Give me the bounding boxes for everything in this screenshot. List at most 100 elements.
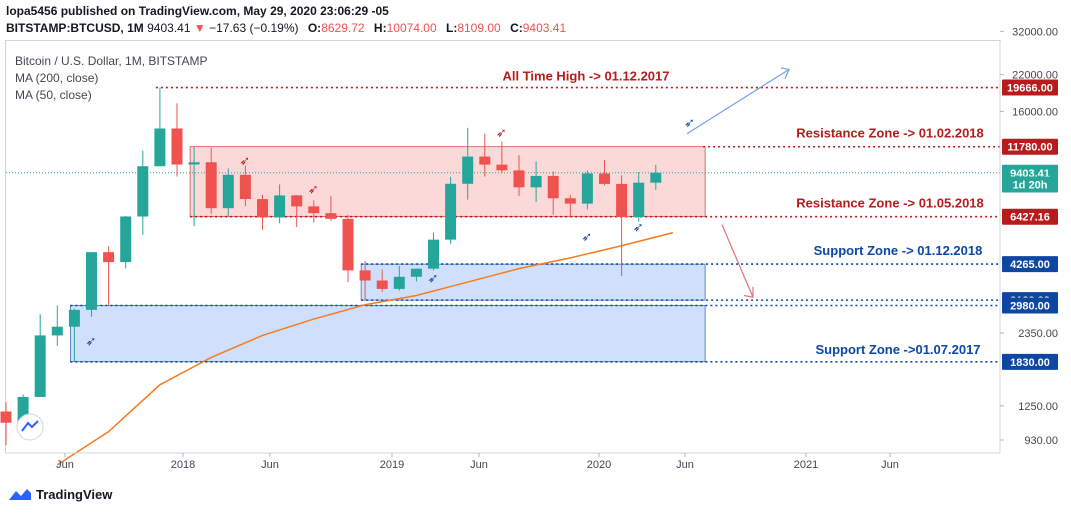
candle-body-28 bbox=[479, 156, 491, 165]
high-label: H: bbox=[373, 21, 387, 35]
published-info: lopa5456 published on TradingView.com, M… bbox=[6, 4, 389, 18]
watermark-badge-icon bbox=[16, 413, 44, 441]
candle-body-14 bbox=[239, 174, 251, 200]
candle-body-38 bbox=[650, 172, 662, 183]
candle-body-8 bbox=[137, 166, 149, 217]
candle-body-7 bbox=[120, 216, 132, 263]
price-tag-label: 4265.00 bbox=[1010, 259, 1050, 271]
price-tag bbox=[1002, 297, 1058, 314]
candle-body-21 bbox=[359, 270, 371, 281]
price-tag bbox=[1002, 176, 1058, 193]
candle-body-31 bbox=[530, 175, 542, 188]
x-tick-label: 2020 bbox=[587, 459, 611, 471]
rocket-icon: ➶ bbox=[496, 125, 507, 140]
price-tag-label: 2980.00 bbox=[1010, 301, 1050, 313]
low-label: L: bbox=[446, 21, 458, 35]
candle-body-17 bbox=[291, 195, 303, 207]
price-tag bbox=[1002, 353, 1058, 370]
price-tag-label: 11780.00 bbox=[1007, 142, 1052, 154]
legend-ma200[interactable]: MA (200, close) bbox=[15, 71, 99, 85]
price-change: −17.63 (−0.19%) bbox=[209, 21, 299, 35]
x-tick-label: Jun bbox=[881, 459, 899, 471]
down-arrow-line bbox=[721, 224, 754, 298]
candle-body-23 bbox=[393, 276, 405, 289]
zone-support-2017 bbox=[70, 305, 706, 363]
legend-title: Bitcoin / U.S. Dollar, 1M, BITSTAMP bbox=[15, 54, 208, 68]
candle-body-15 bbox=[257, 199, 268, 218]
candle-body-5 bbox=[86, 252, 97, 310]
price-tag-label: 1d 20h bbox=[1013, 179, 1048, 191]
y-tick-label: 930.00 bbox=[1024, 435, 1058, 447]
candle-body-4 bbox=[68, 309, 80, 327]
candle-body-30 bbox=[513, 170, 525, 188]
legend-ma50[interactable]: MA (50, close) bbox=[15, 88, 92, 102]
candle-body-25 bbox=[428, 239, 439, 269]
price-tag bbox=[1002, 208, 1058, 225]
price-tag-label: 6427.16 bbox=[1010, 212, 1050, 224]
price-tag-label: 19666.00 bbox=[1007, 83, 1053, 95]
y-tick-label: 2350.00 bbox=[1018, 328, 1058, 340]
annotation-label: Support Zone -> 01.12.2018 bbox=[814, 243, 983, 258]
chart-frame[interactable] bbox=[5, 40, 1001, 453]
open-value: 8629.72 bbox=[321, 21, 365, 35]
candle-body-2 bbox=[34, 335, 46, 397]
candle-body-29 bbox=[496, 164, 508, 171]
annotation-label: Support Zone ->01.07.2017 bbox=[815, 342, 980, 357]
candle-body-19 bbox=[325, 213, 337, 219]
candle-body-16 bbox=[274, 195, 286, 218]
ma50-line bbox=[56, 231, 674, 466]
low-value: 8109.00 bbox=[457, 21, 501, 35]
down-arrow-icon: ▼ bbox=[193, 21, 206, 35]
last-price: 9403.41 bbox=[147, 21, 191, 35]
candle-body-3 bbox=[51, 326, 63, 336]
x-tick-label: Jun bbox=[261, 459, 279, 471]
rocket-icon: ➶ bbox=[581, 229, 592, 244]
candle-body-6 bbox=[103, 252, 115, 263]
price-tag bbox=[1002, 256, 1058, 273]
annotation-label: Resistance Zone -> 01.02.2018 bbox=[796, 126, 984, 141]
price-tag bbox=[1002, 138, 1058, 155]
candle-body-0 bbox=[0, 411, 12, 423]
y-tick-label: 22000.00 bbox=[1012, 70, 1058, 82]
y-tick-label: 1250.00 bbox=[1018, 401, 1058, 413]
candle-body-24 bbox=[410, 268, 422, 277]
rocket-icon: ➶ bbox=[428, 270, 439, 285]
rocket-icon: ➶ bbox=[308, 182, 319, 197]
open-label: O: bbox=[307, 21, 322, 35]
rocket-icon: ➶ bbox=[86, 334, 97, 349]
candle-body-1 bbox=[17, 396, 29, 423]
y-tick-label: 44000.00 bbox=[1012, 0, 1058, 2]
y-tick-label: 32000.00 bbox=[1012, 26, 1058, 38]
x-tick-label: 2019 bbox=[380, 459, 404, 471]
candle-body-27 bbox=[462, 156, 474, 184]
watermark-logo-icon bbox=[21, 420, 39, 432]
close-label: C: bbox=[510, 21, 523, 35]
down-arrow-head-icon bbox=[743, 286, 754, 299]
rocket-icon: ➶ bbox=[239, 153, 250, 168]
candle-body-12 bbox=[205, 162, 217, 209]
candle-body-34 bbox=[581, 173, 593, 204]
x-tick-label: Jun bbox=[676, 459, 694, 471]
annotation-label: All Time High -> 01.12.2017 bbox=[502, 69, 669, 84]
up-arrow-line bbox=[686, 68, 790, 135]
candle-body-10 bbox=[171, 128, 183, 165]
candle-body-22 bbox=[376, 280, 388, 289]
rocket-icon: ➶ bbox=[633, 220, 644, 235]
candle-body-33 bbox=[564, 198, 576, 204]
high-value: 10074.00 bbox=[386, 21, 437, 35]
price-tag-label: 1830.00 bbox=[1010, 357, 1050, 369]
candle-body-37 bbox=[633, 182, 645, 218]
x-tick-label: Jun bbox=[56, 459, 74, 471]
candle-body-13 bbox=[222, 174, 234, 209]
candle-body-35 bbox=[599, 173, 610, 184]
tradingview-footer[interactable]: TradingView bbox=[8, 486, 112, 502]
y-tick-label: 16000.00 bbox=[1012, 106, 1058, 118]
candle-body-32 bbox=[547, 175, 559, 199]
ohlc-row: BITSTAMP:BTCUSD, 1M 9403.41 ▼ −17.63 (−0… bbox=[6, 21, 566, 35]
up-arrow-head-icon bbox=[780, 67, 790, 80]
candle-body-36 bbox=[616, 183, 628, 218]
brand-label: TradingView bbox=[36, 486, 113, 502]
x-tick-label: 2018 bbox=[171, 459, 195, 471]
x-tick-label: Jun bbox=[470, 459, 488, 471]
